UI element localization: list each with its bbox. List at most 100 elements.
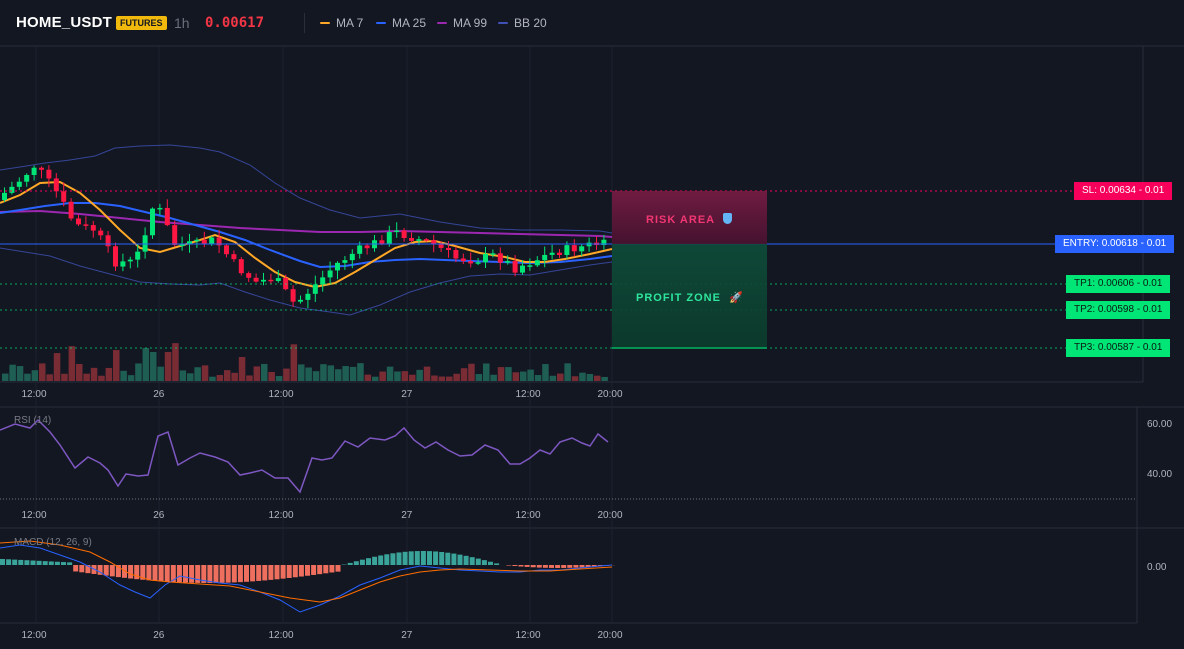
macd-hist-bar xyxy=(140,565,146,580)
timeframe-label[interactable]: 1h xyxy=(174,15,190,31)
macd-hist-bar xyxy=(170,565,176,583)
macd-hist-bar xyxy=(164,565,170,582)
macd-hist-bar xyxy=(555,565,561,568)
volume-bar xyxy=(327,365,335,381)
candle-body xyxy=(505,260,511,263)
macd-hist-bar xyxy=(384,554,390,565)
macd-hist-bar xyxy=(292,565,298,578)
candle-body xyxy=(394,230,400,233)
time-label: 12:00 xyxy=(21,389,47,400)
macd-hist-bar xyxy=(6,559,12,565)
macd-hist-bar xyxy=(390,553,396,565)
tp3-tag[interactable]: TP3: 0.00587 - 0.01 xyxy=(1066,339,1171,357)
sl-tag[interactable]: SL: 0.00634 - 0.01 xyxy=(1074,182,1173,200)
volume-bar xyxy=(342,366,349,381)
macd-hist-bar xyxy=(305,565,310,576)
candle-body xyxy=(497,253,503,263)
macd-hist-bar xyxy=(420,551,426,565)
macd-hist-bar xyxy=(481,560,487,565)
macd-hist-bar xyxy=(12,559,18,565)
candle-body xyxy=(246,273,252,278)
volume-bar xyxy=(16,366,24,381)
volume-bar xyxy=(253,366,261,381)
profit-zone[interactable] xyxy=(612,244,767,349)
candle-body xyxy=(261,279,266,282)
macd-hist-bar xyxy=(97,565,103,575)
symbol-name[interactable]: HOME_USDT xyxy=(16,14,112,31)
candle-body xyxy=(194,239,200,242)
tp2-tag[interactable]: TP2: 0.00598 - 0.01 xyxy=(1066,301,1171,319)
time-label: 26 xyxy=(153,630,165,641)
macd-hist-bar xyxy=(280,565,286,579)
macd-hist-bar xyxy=(237,565,243,583)
tp1-tag[interactable]: TP1: 0.00606 - 0.01 xyxy=(1066,275,1171,293)
ma99-line xyxy=(0,209,613,238)
volume-bar xyxy=(453,373,460,381)
legend-ma7[interactable]: MA 7 xyxy=(320,16,363,30)
volume-bar xyxy=(53,353,61,381)
candle-body xyxy=(238,259,244,274)
macd-hist-bar xyxy=(231,565,237,583)
macd-axis-zero: 0.00 xyxy=(1147,562,1167,573)
macd-hist-bar xyxy=(591,565,597,567)
volume-bar xyxy=(386,366,394,381)
volume-bar xyxy=(409,374,416,381)
macd-hist-bar xyxy=(536,565,542,568)
volume-bar xyxy=(505,367,512,381)
macd-hist-bar xyxy=(115,565,121,578)
volume-bar xyxy=(98,375,105,381)
macd-hist-bar xyxy=(323,565,329,574)
volume-bar xyxy=(542,364,549,381)
legend-ma99[interactable]: MA 99 xyxy=(437,16,487,30)
volume-bar xyxy=(335,369,342,381)
candle-body xyxy=(490,253,496,255)
candle-body xyxy=(179,244,185,247)
volume-bar xyxy=(549,375,557,381)
candle-body xyxy=(401,230,407,239)
legend-ma99-label: MA 99 xyxy=(453,16,488,30)
header-divider xyxy=(304,13,305,33)
volume-bar xyxy=(194,367,201,381)
candle-body xyxy=(68,201,74,219)
profit-zone-text: PROFIT ZONE xyxy=(636,292,721,304)
macd-hist-bar xyxy=(414,551,420,565)
legend-ma25[interactable]: MA 25 xyxy=(376,16,426,30)
macd-hist-bar xyxy=(311,565,317,575)
time-label: 12:00 xyxy=(515,389,541,400)
volume-bar xyxy=(135,363,142,381)
entry-tag[interactable]: ENTRY: 0.00618 - 0.01 xyxy=(1055,235,1175,253)
macd-hist-bar xyxy=(445,552,451,565)
candle-body xyxy=(39,167,44,170)
macd-hist-bar xyxy=(549,565,554,568)
macd-hist-bar xyxy=(530,565,536,568)
candle-body xyxy=(534,260,540,266)
candle-body xyxy=(512,260,518,273)
volume-bar xyxy=(364,374,372,381)
macd-hist-bar xyxy=(18,559,24,565)
candle-body xyxy=(275,278,281,282)
macd-hist-bar xyxy=(219,565,225,583)
candle-body xyxy=(460,258,466,262)
candlestick-series[interactable] xyxy=(2,165,607,309)
volume-bar xyxy=(224,370,231,381)
volume-bar xyxy=(534,375,542,381)
volume-bar xyxy=(31,370,39,381)
macd-hist-bar xyxy=(176,565,182,583)
risk-area-text: RISK AREA xyxy=(646,214,715,226)
legend-bb20[interactable]: BB 20 xyxy=(498,16,547,30)
candle-body xyxy=(453,249,459,259)
candle-body xyxy=(549,252,555,255)
volume-bar xyxy=(238,356,246,381)
volume-bar xyxy=(483,363,490,381)
rsi-axis-60: 60.00 xyxy=(1147,419,1173,430)
bb-upper-line xyxy=(0,144,613,234)
ma25-swatch-icon xyxy=(376,22,386,24)
volume-bar xyxy=(2,373,9,381)
candle-body xyxy=(127,259,133,262)
candle-body xyxy=(9,186,15,193)
macd-hist-bar xyxy=(61,562,66,565)
macd-hist-bar xyxy=(567,565,573,568)
volume-bar xyxy=(468,363,475,381)
risk-area-zone[interactable] xyxy=(612,191,767,244)
